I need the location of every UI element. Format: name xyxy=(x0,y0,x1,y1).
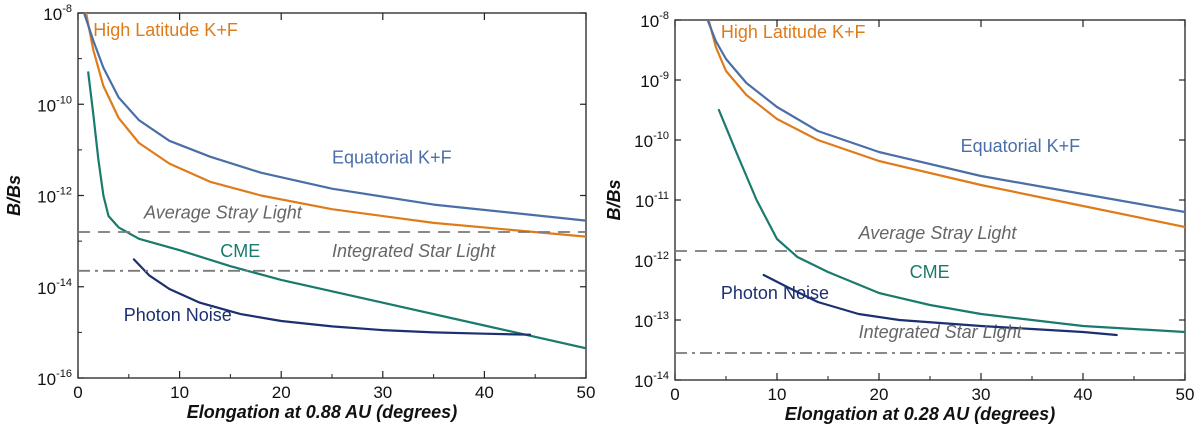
chart-0-series-equatorial-k-f xyxy=(82,13,586,222)
chart-0-series-photon-noise xyxy=(132,258,532,336)
chart-1-x-tick-label: 40 xyxy=(1074,385,1093,404)
chart-0-y-tick-label: 10-12 xyxy=(37,186,72,207)
chart-0-svg: 10-8 10-10 10-12 10-14 10-160 10 20 30 40 50 Elong… xyxy=(4,3,596,422)
chart-1-y-tick-label: 10-12 xyxy=(634,250,669,271)
chart-0-series-cme xyxy=(87,71,586,350)
chart-1-y-tick-label: 10-10 xyxy=(634,130,669,151)
chart-0-y-tick-label: 10-10 xyxy=(37,94,72,115)
chart-1-y-tick-label: 10-11 xyxy=(635,190,669,211)
chart-1-label-equatorial-k-f: Equatorial K+F xyxy=(961,136,1081,156)
chart-panel-left: 10-8 10-10 10-12 10-14 10-16 0 10 20 30 40 50 Elong… xyxy=(4,3,596,422)
chart-0-label-average-stray-light: Average Stray Light xyxy=(143,202,303,222)
chart-0-x-tick-label: 30 xyxy=(373,383,392,402)
chart-1-svg: 10-8 10-9 10-10 10-11 10-12 10-13 10-140 10 20 30… xyxy=(604,10,1195,424)
chart-1-label-integrated-star-light: Integrated Star Light xyxy=(859,322,1023,342)
chart-0-x-axis-title: Elongation at 0.88 AU (degrees) xyxy=(187,402,457,422)
chart-1-x-tick-label: 0 xyxy=(670,385,679,404)
chart-0-y-tick-label: 10-16 xyxy=(37,368,72,389)
chart-1-x-axis-title: Elongation at 0.28 AU (degrees) xyxy=(785,404,1055,424)
chart-0-x-tick-label: 40 xyxy=(475,383,494,402)
chart-1-y-axis-title: B/Bs xyxy=(604,179,624,220)
chart-1-x-tick-label: 20 xyxy=(870,385,889,404)
chart-1-series-photon-noise xyxy=(762,273,1118,337)
chart-1-y-tick-label: 10-8 xyxy=(640,10,669,31)
chart-1-x-tick-label: 50 xyxy=(1176,385,1195,404)
chart-1-y-tick-label: 10-9 xyxy=(640,70,669,91)
chart-0-label-equatorial-k-f: Equatorial K+F xyxy=(332,148,452,168)
chart-0-label-photon-noise: Photon Noise xyxy=(124,305,232,325)
chart-0-x-tick-label: 10 xyxy=(170,383,189,402)
chart-1-y-tick-label: 10-13 xyxy=(634,310,669,331)
chart-panel-right: 10-8 10-9 10-10 10-11 10-12 10-13 10-14 0 10 20 30… xyxy=(600,0,1200,432)
chart-1-label-photon-noise: Photon Noise xyxy=(721,283,829,303)
chart-1-label-high-latitude-k-f: High Latitude K+F xyxy=(721,22,866,42)
chart-0-y-axis-title: B/Bs xyxy=(4,175,24,216)
chart-0-label-integrated-star-light: Integrated Star Light xyxy=(332,241,496,261)
chart-1-series-high-latitude-k-f xyxy=(707,20,1185,229)
chart-0-series-high-latitude-k-f xyxy=(84,13,586,238)
chart-1-label-cme: CME xyxy=(910,262,950,282)
chart-0-x-tick-label: 20 xyxy=(272,383,291,402)
chart-1-x-tick-label: 30 xyxy=(972,385,991,404)
chart-0-label-cme: CME xyxy=(220,241,260,261)
chart-0-x-tick-label: 50 xyxy=(577,383,596,402)
chart-0-label-high-latitude-k-f: High Latitude K+F xyxy=(93,20,238,40)
chart-1-y-tick-label: 10-14 xyxy=(634,370,669,391)
chart-1-label-average-stray-light: Average Stray Light xyxy=(858,223,1018,243)
chart-1-series-cme xyxy=(717,108,1185,334)
chart-0-y-tick-label: 10-14 xyxy=(37,277,72,298)
chart-1-x-tick-label: 10 xyxy=(768,385,787,404)
chart-0-x-tick-label: 0 xyxy=(73,383,82,402)
chart-0-y-tick-label: 10-8 xyxy=(43,3,72,24)
chart-1-series-equatorial-k-f xyxy=(706,20,1185,214)
